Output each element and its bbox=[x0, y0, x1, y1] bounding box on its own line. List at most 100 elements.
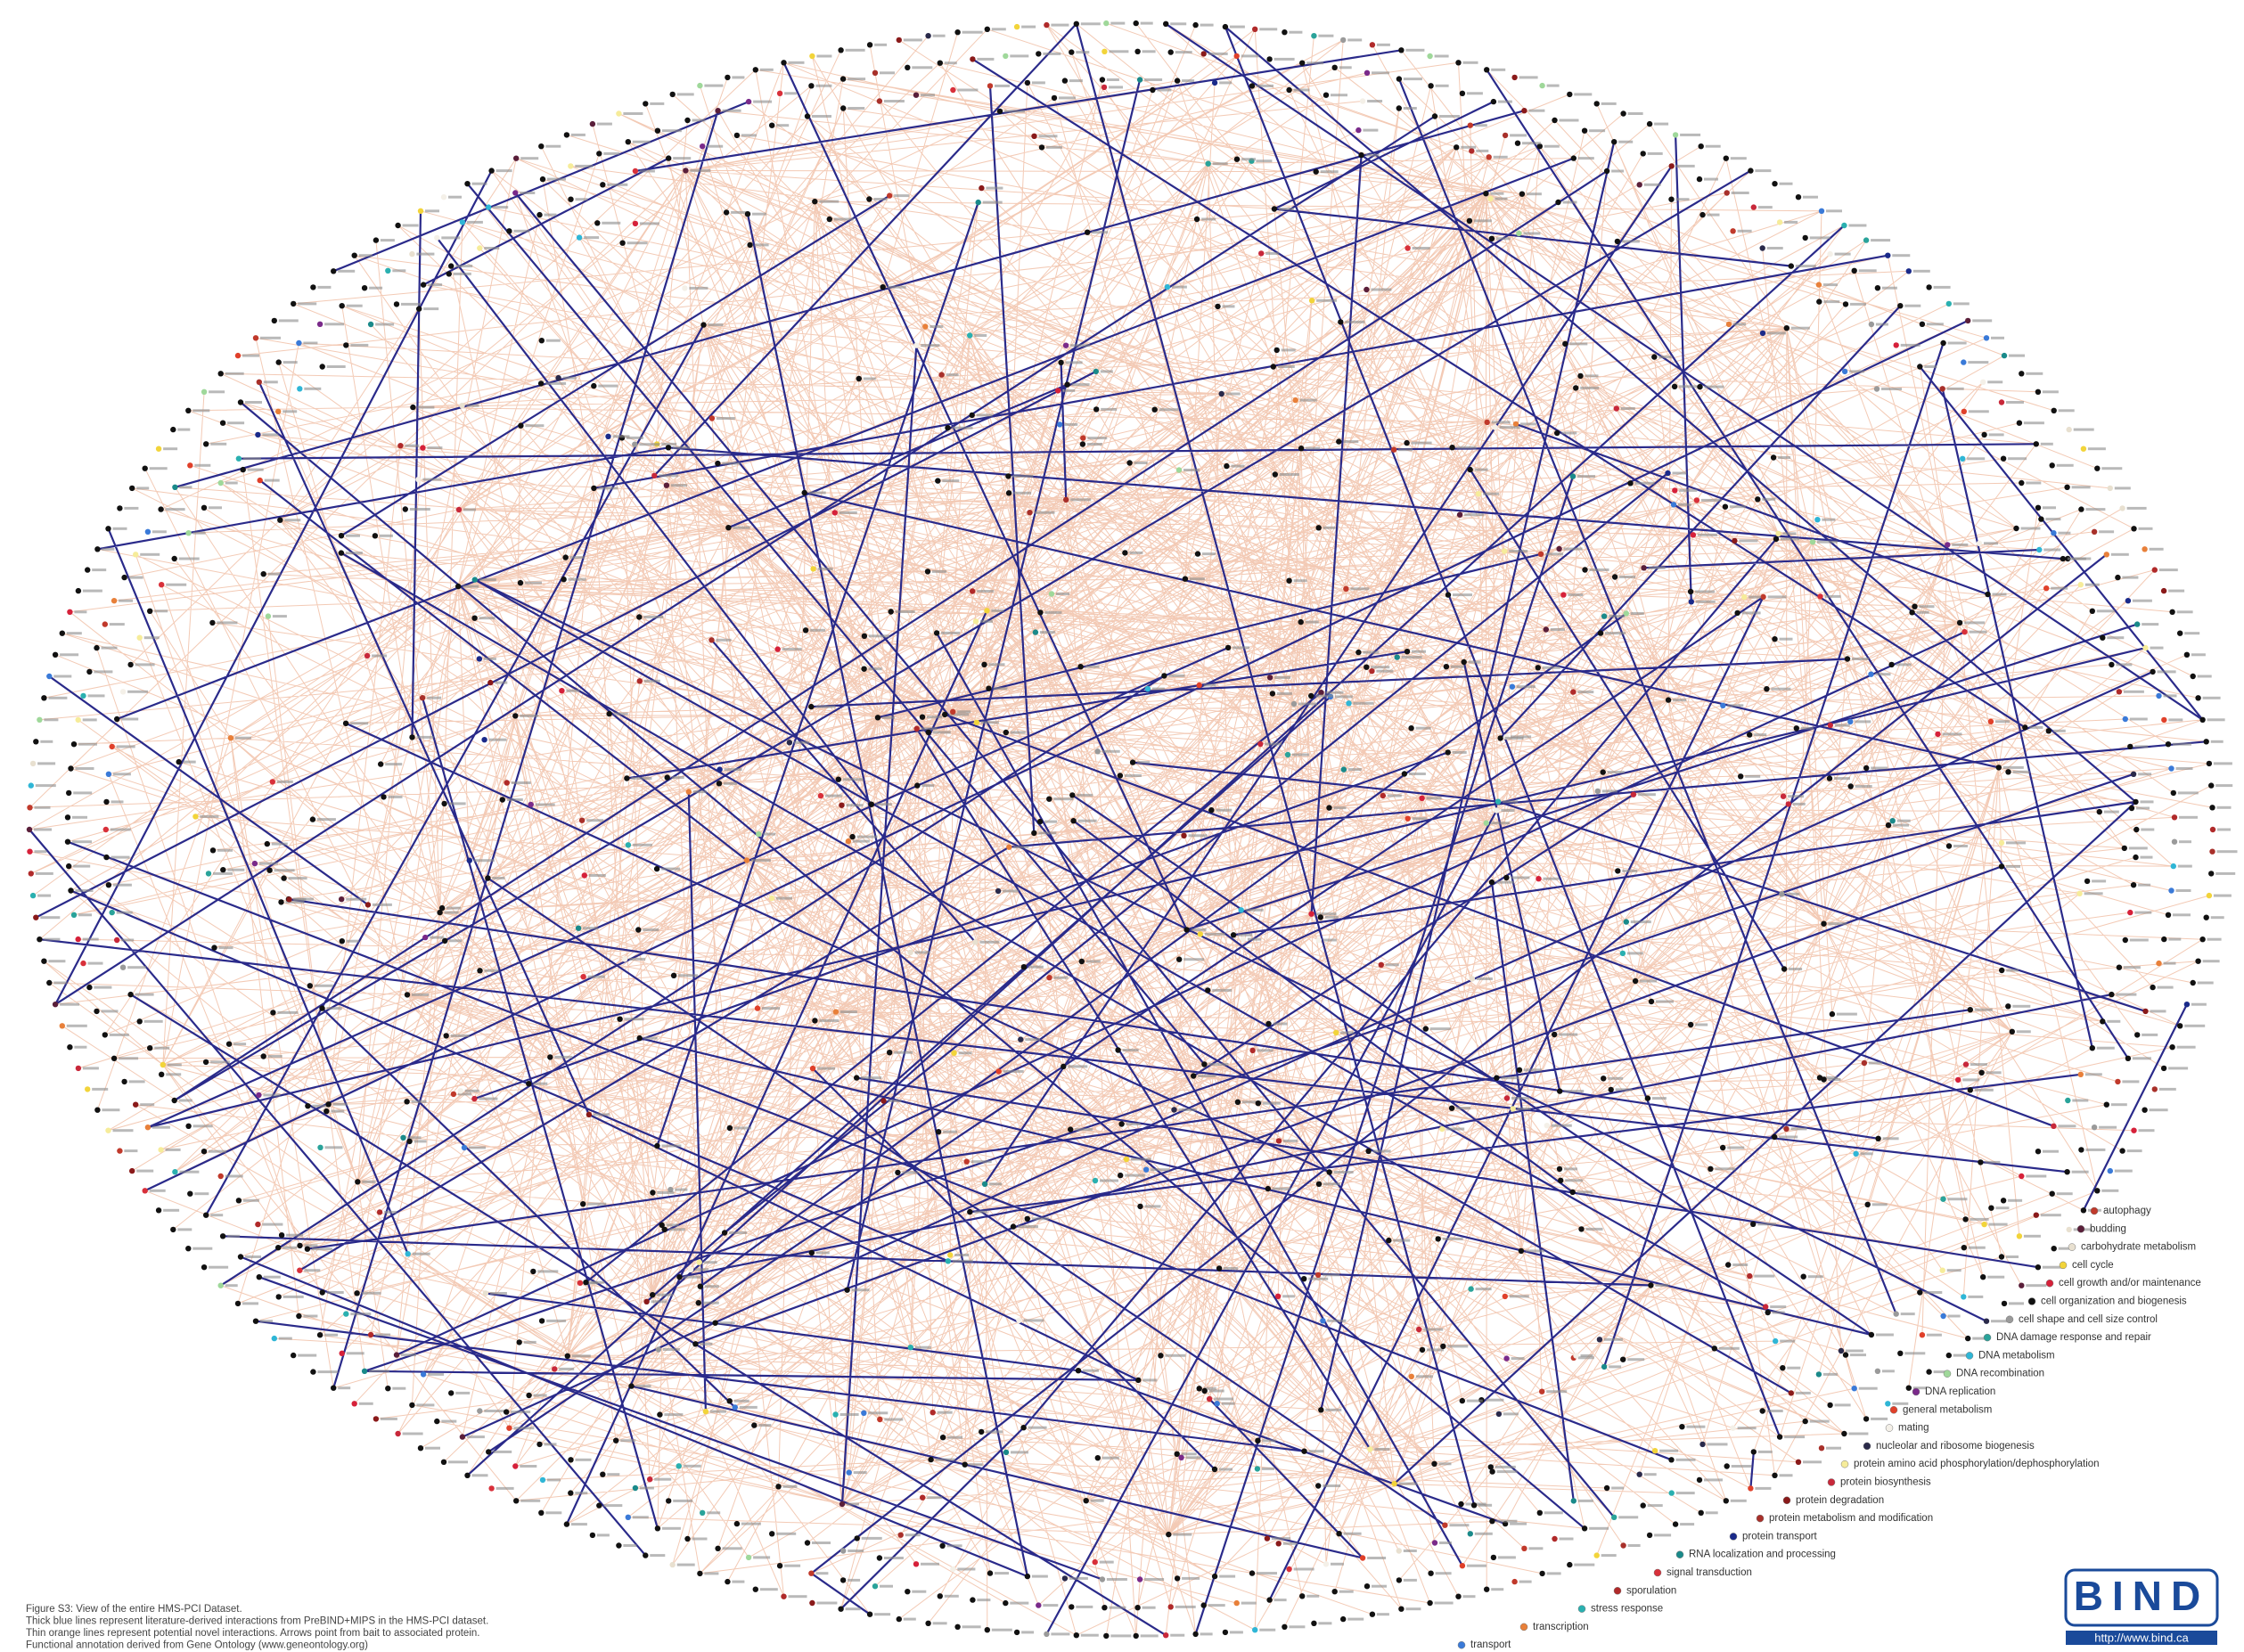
protein-node bbox=[317, 322, 323, 327]
protein-label bbox=[942, 479, 959, 482]
protein-label bbox=[782, 648, 802, 650]
protein-node bbox=[616, 110, 621, 116]
protein-label bbox=[1876, 1334, 1894, 1337]
protein-node bbox=[1183, 577, 1188, 582]
protein-node bbox=[985, 27, 990, 32]
protein-node bbox=[236, 1198, 242, 1203]
protein-node bbox=[940, 1435, 946, 1440]
protein-node bbox=[839, 1501, 845, 1507]
protein-label bbox=[83, 590, 102, 593]
protein-node bbox=[362, 1369, 367, 1374]
protein-label bbox=[83, 718, 97, 721]
protein-node bbox=[2002, 353, 2007, 358]
protein-label bbox=[1198, 1075, 1216, 1077]
protein-label bbox=[945, 1595, 959, 1598]
protein-label bbox=[1810, 1420, 1830, 1423]
protein-node bbox=[753, 1587, 758, 1592]
protein-node bbox=[1025, 1216, 1030, 1222]
protein-node bbox=[1336, 1531, 1341, 1536]
protein-label bbox=[2006, 841, 2026, 844]
protein-label bbox=[1503, 800, 1518, 803]
protein-label bbox=[2041, 1214, 2061, 1216]
protein-label bbox=[1348, 768, 1362, 771]
protein-node bbox=[1539, 83, 1544, 88]
protein-node bbox=[2078, 1147, 2084, 1152]
protein-node bbox=[2050, 462, 2055, 468]
protein-node bbox=[2035, 389, 2041, 395]
protein-label bbox=[1544, 878, 1560, 880]
protein-label bbox=[1202, 552, 1216, 555]
protein-label bbox=[734, 1400, 749, 1403]
protein-node bbox=[987, 83, 993, 88]
protein-label bbox=[751, 859, 771, 862]
protein-label bbox=[2215, 872, 2235, 875]
protein-label bbox=[2021, 527, 2041, 530]
protein-node bbox=[1497, 735, 1503, 740]
protein-label bbox=[882, 716, 895, 719]
protein-node bbox=[1819, 1445, 1824, 1451]
protein-node bbox=[2097, 809, 2102, 814]
protein-label bbox=[598, 487, 618, 489]
protein-label bbox=[547, 1478, 561, 1481]
protein-node bbox=[1981, 432, 1986, 438]
protein-label bbox=[816, 55, 831, 58]
protein-label bbox=[179, 558, 200, 560]
protein-node bbox=[717, 766, 722, 772]
protein-node bbox=[201, 505, 207, 511]
protein-label bbox=[1780, 1474, 1793, 1476]
protein-node bbox=[1100, 1576, 1105, 1582]
protein-node bbox=[1869, 1332, 1874, 1337]
protein-label bbox=[1644, 1473, 1657, 1476]
protein-label bbox=[547, 178, 566, 181]
protein-label bbox=[1543, 667, 1560, 669]
protein-node bbox=[444, 1033, 449, 1038]
protein-node bbox=[1978, 1070, 1984, 1075]
protein-node bbox=[1440, 1344, 1445, 1349]
protein-label bbox=[1475, 1533, 1493, 1535]
protein-node bbox=[2104, 552, 2109, 557]
protein-label bbox=[2164, 694, 2177, 697]
protein-label bbox=[317, 286, 331, 289]
protein-node bbox=[1781, 794, 1786, 799]
protein-label bbox=[1561, 432, 1577, 435]
protein-node bbox=[827, 217, 832, 222]
protein-label bbox=[1793, 803, 1806, 806]
protein-label bbox=[2097, 609, 2115, 612]
protein-node bbox=[1570, 473, 1576, 478]
protein-node bbox=[1691, 532, 1696, 537]
protein-node bbox=[1191, 1073, 1196, 1078]
protein-node bbox=[1239, 907, 1244, 912]
protein-label bbox=[76, 889, 94, 892]
protein-node bbox=[266, 613, 271, 618]
protein-node bbox=[111, 1056, 117, 1061]
protein-label bbox=[2029, 726, 2043, 729]
protein-label bbox=[1904, 305, 1921, 307]
protein-node bbox=[939, 1543, 945, 1549]
protein-label bbox=[1704, 178, 1718, 181]
protein-label bbox=[1170, 22, 1186, 25]
protein-label bbox=[1200, 1632, 1213, 1635]
protein-node bbox=[997, 109, 1003, 114]
protein-label bbox=[1796, 265, 1816, 267]
protein-node bbox=[2177, 1023, 2183, 1028]
protein-node bbox=[833, 1009, 839, 1014]
protein-label bbox=[1893, 824, 1909, 827]
protein-node bbox=[1697, 176, 1702, 182]
protein-label bbox=[403, 225, 419, 227]
protein-node bbox=[1249, 83, 1255, 88]
protein-node bbox=[1980, 380, 1986, 385]
protein-node bbox=[967, 332, 972, 338]
protein-node bbox=[1215, 1401, 1220, 1406]
protein-node bbox=[1957, 620, 1962, 626]
protein-label bbox=[2088, 447, 2106, 450]
protein-label bbox=[268, 573, 281, 576]
protein-node bbox=[1935, 732, 1940, 737]
protein-node bbox=[1862, 1060, 1867, 1066]
protein-node bbox=[1620, 110, 1626, 116]
protein-label bbox=[1826, 1447, 1841, 1450]
protein-node bbox=[596, 1502, 602, 1508]
protein-node bbox=[1620, 951, 1626, 956]
legend-swatch bbox=[1912, 1388, 1920, 1395]
protein-node bbox=[613, 1438, 618, 1443]
protein-label bbox=[1577, 691, 1593, 693]
